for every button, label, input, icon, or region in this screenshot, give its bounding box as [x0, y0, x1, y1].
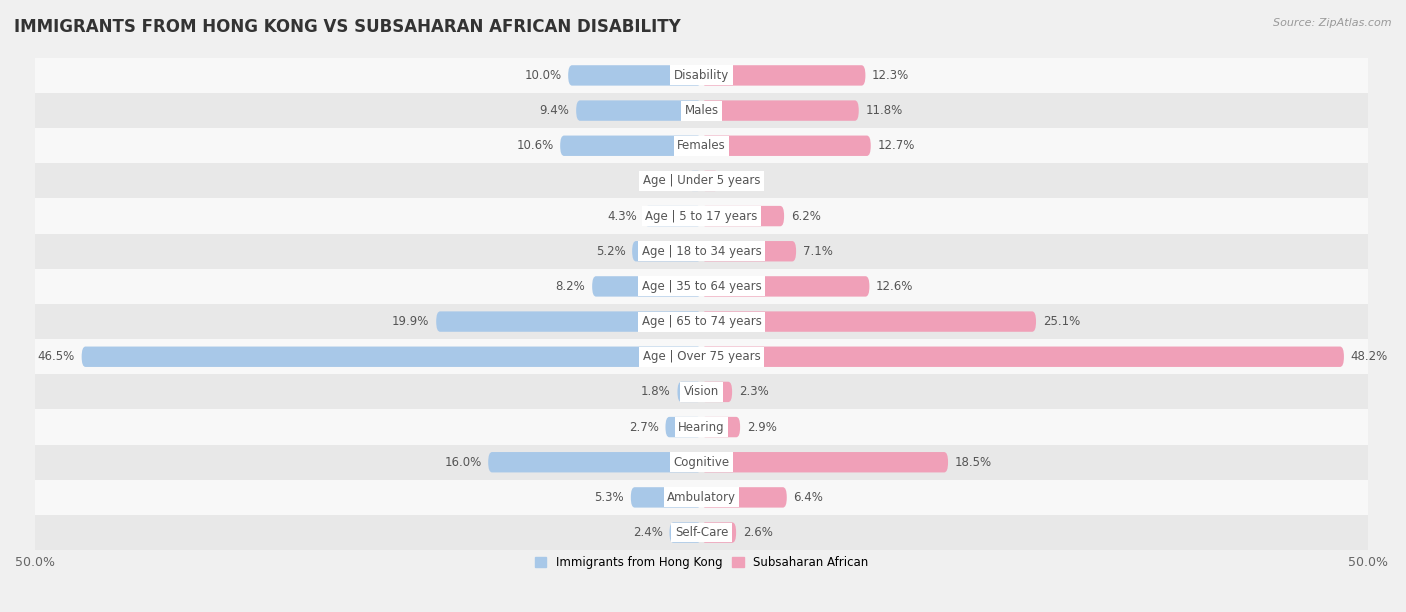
FancyBboxPatch shape	[702, 523, 737, 543]
Text: 4.3%: 4.3%	[607, 209, 637, 223]
Text: Ambulatory: Ambulatory	[666, 491, 735, 504]
Bar	[35, 339, 1368, 375]
FancyBboxPatch shape	[576, 100, 702, 121]
FancyBboxPatch shape	[633, 241, 702, 261]
Text: 18.5%: 18.5%	[955, 456, 991, 469]
FancyBboxPatch shape	[436, 312, 702, 332]
Bar	[35, 163, 1368, 198]
FancyBboxPatch shape	[702, 100, 859, 121]
Legend: Immigrants from Hong Kong, Subsaharan African: Immigrants from Hong Kong, Subsaharan Af…	[530, 551, 873, 574]
Bar	[35, 375, 1368, 409]
FancyBboxPatch shape	[702, 206, 785, 226]
Bar	[35, 128, 1368, 163]
Bar	[35, 409, 1368, 445]
Bar	[35, 234, 1368, 269]
Bar	[35, 198, 1368, 234]
Text: 8.2%: 8.2%	[555, 280, 585, 293]
Text: Males: Males	[685, 104, 718, 117]
Text: IMMIGRANTS FROM HONG KONG VS SUBSAHARAN AFRICAN DISABILITY: IMMIGRANTS FROM HONG KONG VS SUBSAHARAN …	[14, 18, 681, 36]
Text: 10.0%: 10.0%	[524, 69, 561, 82]
Text: Age | Under 5 years: Age | Under 5 years	[643, 174, 761, 187]
Text: 7.1%: 7.1%	[803, 245, 832, 258]
Text: 1.8%: 1.8%	[641, 386, 671, 398]
Text: 1.3%: 1.3%	[725, 174, 755, 187]
Text: 48.2%: 48.2%	[1351, 350, 1388, 364]
FancyBboxPatch shape	[669, 523, 702, 543]
FancyBboxPatch shape	[665, 417, 702, 437]
Text: Age | 35 to 64 years: Age | 35 to 64 years	[641, 280, 761, 293]
FancyBboxPatch shape	[702, 241, 796, 261]
Text: 25.1%: 25.1%	[1043, 315, 1080, 328]
FancyBboxPatch shape	[560, 135, 702, 156]
Text: Vision: Vision	[683, 386, 718, 398]
FancyBboxPatch shape	[678, 382, 702, 402]
FancyBboxPatch shape	[702, 135, 870, 156]
Text: 6.2%: 6.2%	[790, 209, 821, 223]
Text: 12.7%: 12.7%	[877, 140, 915, 152]
FancyBboxPatch shape	[568, 65, 702, 86]
Text: 6.4%: 6.4%	[793, 491, 824, 504]
Text: Self-Care: Self-Care	[675, 526, 728, 539]
Text: 16.0%: 16.0%	[444, 456, 481, 469]
FancyBboxPatch shape	[702, 276, 869, 297]
FancyBboxPatch shape	[488, 452, 702, 472]
Text: 46.5%: 46.5%	[38, 350, 75, 364]
FancyBboxPatch shape	[702, 65, 866, 86]
Text: Hearing: Hearing	[678, 420, 724, 433]
Text: Cognitive: Cognitive	[673, 456, 730, 469]
Text: Source: ZipAtlas.com: Source: ZipAtlas.com	[1274, 18, 1392, 28]
FancyBboxPatch shape	[631, 487, 702, 507]
Text: 2.7%: 2.7%	[628, 420, 659, 433]
FancyBboxPatch shape	[702, 452, 948, 472]
FancyBboxPatch shape	[702, 417, 740, 437]
Bar	[35, 304, 1368, 339]
Bar	[35, 58, 1368, 93]
Text: Females: Females	[678, 140, 725, 152]
Text: 5.2%: 5.2%	[596, 245, 626, 258]
Text: 11.8%: 11.8%	[866, 104, 903, 117]
FancyBboxPatch shape	[592, 276, 702, 297]
Text: 2.3%: 2.3%	[738, 386, 769, 398]
Text: 5.3%: 5.3%	[595, 491, 624, 504]
Text: Age | Over 75 years: Age | Over 75 years	[643, 350, 761, 364]
FancyBboxPatch shape	[702, 312, 1036, 332]
FancyBboxPatch shape	[644, 206, 702, 226]
Bar	[35, 269, 1368, 304]
Text: 9.4%: 9.4%	[540, 104, 569, 117]
Text: 12.6%: 12.6%	[876, 280, 914, 293]
Text: 10.6%: 10.6%	[516, 140, 554, 152]
Text: 0.95%: 0.95%	[645, 174, 682, 187]
Text: 19.9%: 19.9%	[392, 315, 430, 328]
FancyBboxPatch shape	[689, 171, 702, 191]
Bar	[35, 480, 1368, 515]
Bar	[35, 93, 1368, 128]
Text: 2.6%: 2.6%	[742, 526, 773, 539]
FancyBboxPatch shape	[702, 171, 718, 191]
FancyBboxPatch shape	[82, 346, 702, 367]
Text: Age | 65 to 74 years: Age | 65 to 74 years	[641, 315, 762, 328]
Text: Disability: Disability	[673, 69, 730, 82]
Bar	[35, 515, 1368, 550]
Text: 12.3%: 12.3%	[872, 69, 910, 82]
Text: 2.4%: 2.4%	[633, 526, 662, 539]
FancyBboxPatch shape	[702, 346, 1344, 367]
Text: Age | 5 to 17 years: Age | 5 to 17 years	[645, 209, 758, 223]
FancyBboxPatch shape	[702, 487, 787, 507]
FancyBboxPatch shape	[702, 382, 733, 402]
Text: 2.9%: 2.9%	[747, 420, 776, 433]
Text: Age | 18 to 34 years: Age | 18 to 34 years	[641, 245, 761, 258]
Bar	[35, 445, 1368, 480]
